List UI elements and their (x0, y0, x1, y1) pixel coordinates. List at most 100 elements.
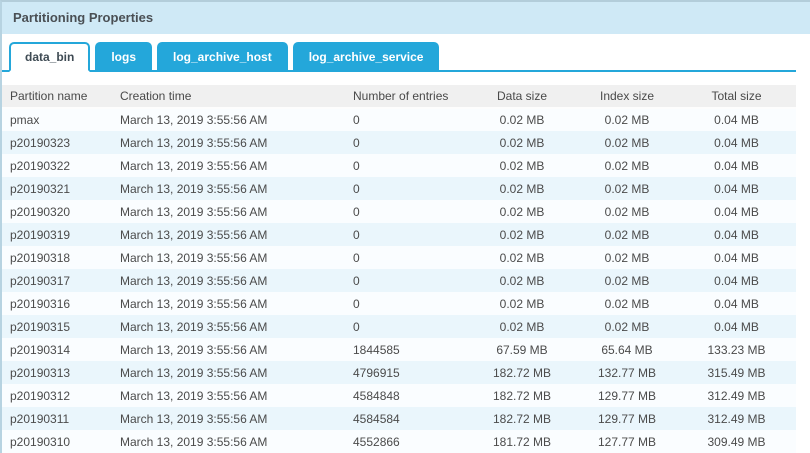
cell-total-size: 0.04 MB (677, 108, 796, 131)
cell-creation-time: March 13, 2019 3:55:56 AM (112, 246, 345, 269)
cell-index-size: 129.77 MB (577, 384, 677, 407)
cell-index-size: 0.02 MB (577, 200, 677, 223)
cell-total-size: 0.04 MB (677, 246, 796, 269)
cell-total-size: 0.04 MB (677, 154, 796, 177)
cell-data-size: 0.02 MB (467, 154, 577, 177)
cell-partition-name: p20190321 (2, 177, 112, 200)
table-row-p20190322[interactable]: p20190322March 13, 2019 3:55:56 AM00.02 … (2, 154, 796, 177)
cell-total-size: 309.49 MB (677, 430, 796, 453)
cell-total-size: 0.04 MB (677, 269, 796, 292)
table-row-p20190317[interactable]: p20190317March 13, 2019 3:55:56 AM00.02 … (2, 269, 796, 292)
cell-partition-name: p20190310 (2, 430, 112, 453)
cell-creation-time: March 13, 2019 3:55:56 AM (112, 131, 345, 154)
cell-total-size: 0.04 MB (677, 131, 796, 154)
cell-data-size: 0.02 MB (467, 108, 577, 131)
cell-partition-name: p20190320 (2, 200, 112, 223)
cell-number-of-entries: 0 (345, 223, 467, 246)
column-header-creation-time: Creation time (112, 85, 345, 108)
table-row-pmax[interactable]: pmaxMarch 13, 2019 3:55:56 AM00.02 MB0.0… (2, 108, 796, 131)
cell-number-of-entries: 0 (345, 315, 467, 338)
tab-log_archive_host[interactable]: log_archive_host (157, 42, 288, 70)
cell-total-size: 315.49 MB (677, 361, 796, 384)
cell-index-size: 0.02 MB (577, 154, 677, 177)
cell-number-of-entries: 0 (345, 177, 467, 200)
cell-number-of-entries: 0 (345, 200, 467, 223)
table-row-p20190311[interactable]: p20190311March 13, 2019 3:55:56 AM458458… (2, 407, 796, 430)
cell-index-size: 127.77 MB (577, 430, 677, 453)
cell-partition-name: p20190318 (2, 246, 112, 269)
cell-creation-time: March 13, 2019 3:55:56 AM (112, 269, 345, 292)
panel-title: Partitioning Properties (13, 10, 799, 25)
cell-total-size: 312.49 MB (677, 384, 796, 407)
cell-partition-name: p20190314 (2, 338, 112, 361)
cell-index-size: 0.02 MB (577, 292, 677, 315)
cell-total-size: 0.04 MB (677, 223, 796, 246)
cell-partition-name: p20190312 (2, 384, 112, 407)
cell-number-of-entries: 0 (345, 131, 467, 154)
table-row-p20190319[interactable]: p20190319March 13, 2019 3:55:56 AM00.02 … (2, 223, 796, 246)
cell-total-size: 312.49 MB (677, 407, 796, 430)
cell-creation-time: March 13, 2019 3:55:56 AM (112, 430, 345, 453)
tab-log_archive_service[interactable]: log_archive_service (293, 42, 440, 70)
table-row-p20190313[interactable]: p20190313March 13, 2019 3:55:56 AM479691… (2, 361, 796, 384)
cell-data-size: 0.02 MB (467, 315, 577, 338)
cell-data-size: 0.02 MB (467, 292, 577, 315)
partitions-table: Partition nameCreation timeNumber of ent… (2, 85, 796, 453)
cell-total-size: 0.04 MB (677, 315, 796, 338)
cell-data-size: 181.72 MB (467, 430, 577, 453)
column-header-index-size: Index size (577, 85, 677, 108)
cell-total-size: 133.23 MB (677, 338, 796, 361)
table-row-p20190318[interactable]: p20190318March 13, 2019 3:55:56 AM00.02 … (2, 246, 796, 269)
cell-number-of-entries: 4552866 (345, 430, 467, 453)
partitioning-properties-panel: Partitioning Properties data_binlogslog_… (0, 0, 810, 453)
cell-index-size: 0.02 MB (577, 108, 677, 131)
cell-index-size: 132.77 MB (577, 361, 677, 384)
cell-data-size: 0.02 MB (467, 246, 577, 269)
cell-number-of-entries: 0 (345, 108, 467, 131)
column-header-total-size: Total size (677, 85, 796, 108)
table-row-p20190321[interactable]: p20190321March 13, 2019 3:55:56 AM0 0.02 … (2, 177, 796, 200)
cell-partition-name: p20190311 (2, 407, 112, 430)
table-row-p20190312[interactable]: p20190312March 13, 2019 3:55:56 AM458484… (2, 384, 796, 407)
table-row-p20190310[interactable]: p20190310March 13, 2019 3:55:56 AM455286… (2, 430, 796, 453)
cell-creation-time: March 13, 2019 3:55:56 AM (112, 361, 345, 384)
cell-creation-time: March 13, 2019 3:55:56 AM (112, 338, 345, 361)
column-header-partition-name: Partition name (2, 85, 112, 108)
cell-index-size: 0.02 MB (577, 223, 677, 246)
cell-index-size: 65.64 MB (577, 338, 677, 361)
tab-logs[interactable]: logs (95, 42, 152, 70)
cell-creation-time: March 13, 2019 3:55:56 AM (112, 315, 345, 338)
cell-data-size: 182.72 MB (467, 407, 577, 430)
cell-number-of-entries: 1844585 (345, 338, 467, 361)
cell-partition-name: p20190313 (2, 361, 112, 384)
cell-data-size: 182.72 MB (467, 384, 577, 407)
cell-number-of-entries: 0 (345, 292, 467, 315)
cell-index-size: 0.02 MB (577, 177, 677, 200)
cell-partition-name: p20190316 (2, 292, 112, 315)
table-body: pmaxMarch 13, 2019 3:55:56 AM00.02 MB0.0… (2, 108, 796, 453)
cell-index-size: 0.02 MB (577, 315, 677, 338)
column-header-number-of-entries: Number of entries (345, 85, 467, 108)
cell-total-size: 0.04 MB (677, 177, 796, 200)
table-row-p20190323[interactable]: p20190323March 13, 2019 3:55:56 AM00.02 … (2, 131, 796, 154)
table-header-row: Partition nameCreation timeNumber of ent… (2, 85, 796, 108)
cell-partition-name: p20190319 (2, 223, 112, 246)
cell-data-size: 0.02 MB (467, 200, 577, 223)
tab-data_bin[interactable]: data_bin (9, 42, 90, 72)
table-row-p20190314[interactable]: p20190314March 13, 2019 3:55:56 AM184458… (2, 338, 796, 361)
cell-creation-time: March 13, 2019 3:55:56 AM (112, 223, 345, 246)
cell-creation-time: March 13, 2019 3:55:56 AM (112, 177, 345, 200)
table-row-p20190315[interactable]: p20190315March 13, 2019 3:55:56 AM00.02 … (2, 315, 796, 338)
cell-number-of-entries: 0 (345, 246, 467, 269)
cell-creation-time: March 13, 2019 3:55:56 AM (112, 292, 345, 315)
table-row-p20190320[interactable]: p20190320March 13, 2019 3:55:56 AM00.02 … (2, 200, 796, 223)
cell-number-of-entries: 0 (345, 269, 467, 292)
cell-data-size: 0.02 MB (467, 131, 577, 154)
cell-partition-name: p20190323 (2, 131, 112, 154)
cell-total-size: 0.04 MB (677, 292, 796, 315)
table-row-p20190316[interactable]: p20190316March 13, 2019 3:55:56 AM00.02 … (2, 292, 796, 315)
cell-data-size: 0.02 MB (467, 223, 577, 246)
cell-partition-name: p20190315 (2, 315, 112, 338)
cell-number-of-entries: 4584848 (345, 384, 467, 407)
cell-creation-time: March 13, 2019 3:55:56 AM (112, 154, 345, 177)
